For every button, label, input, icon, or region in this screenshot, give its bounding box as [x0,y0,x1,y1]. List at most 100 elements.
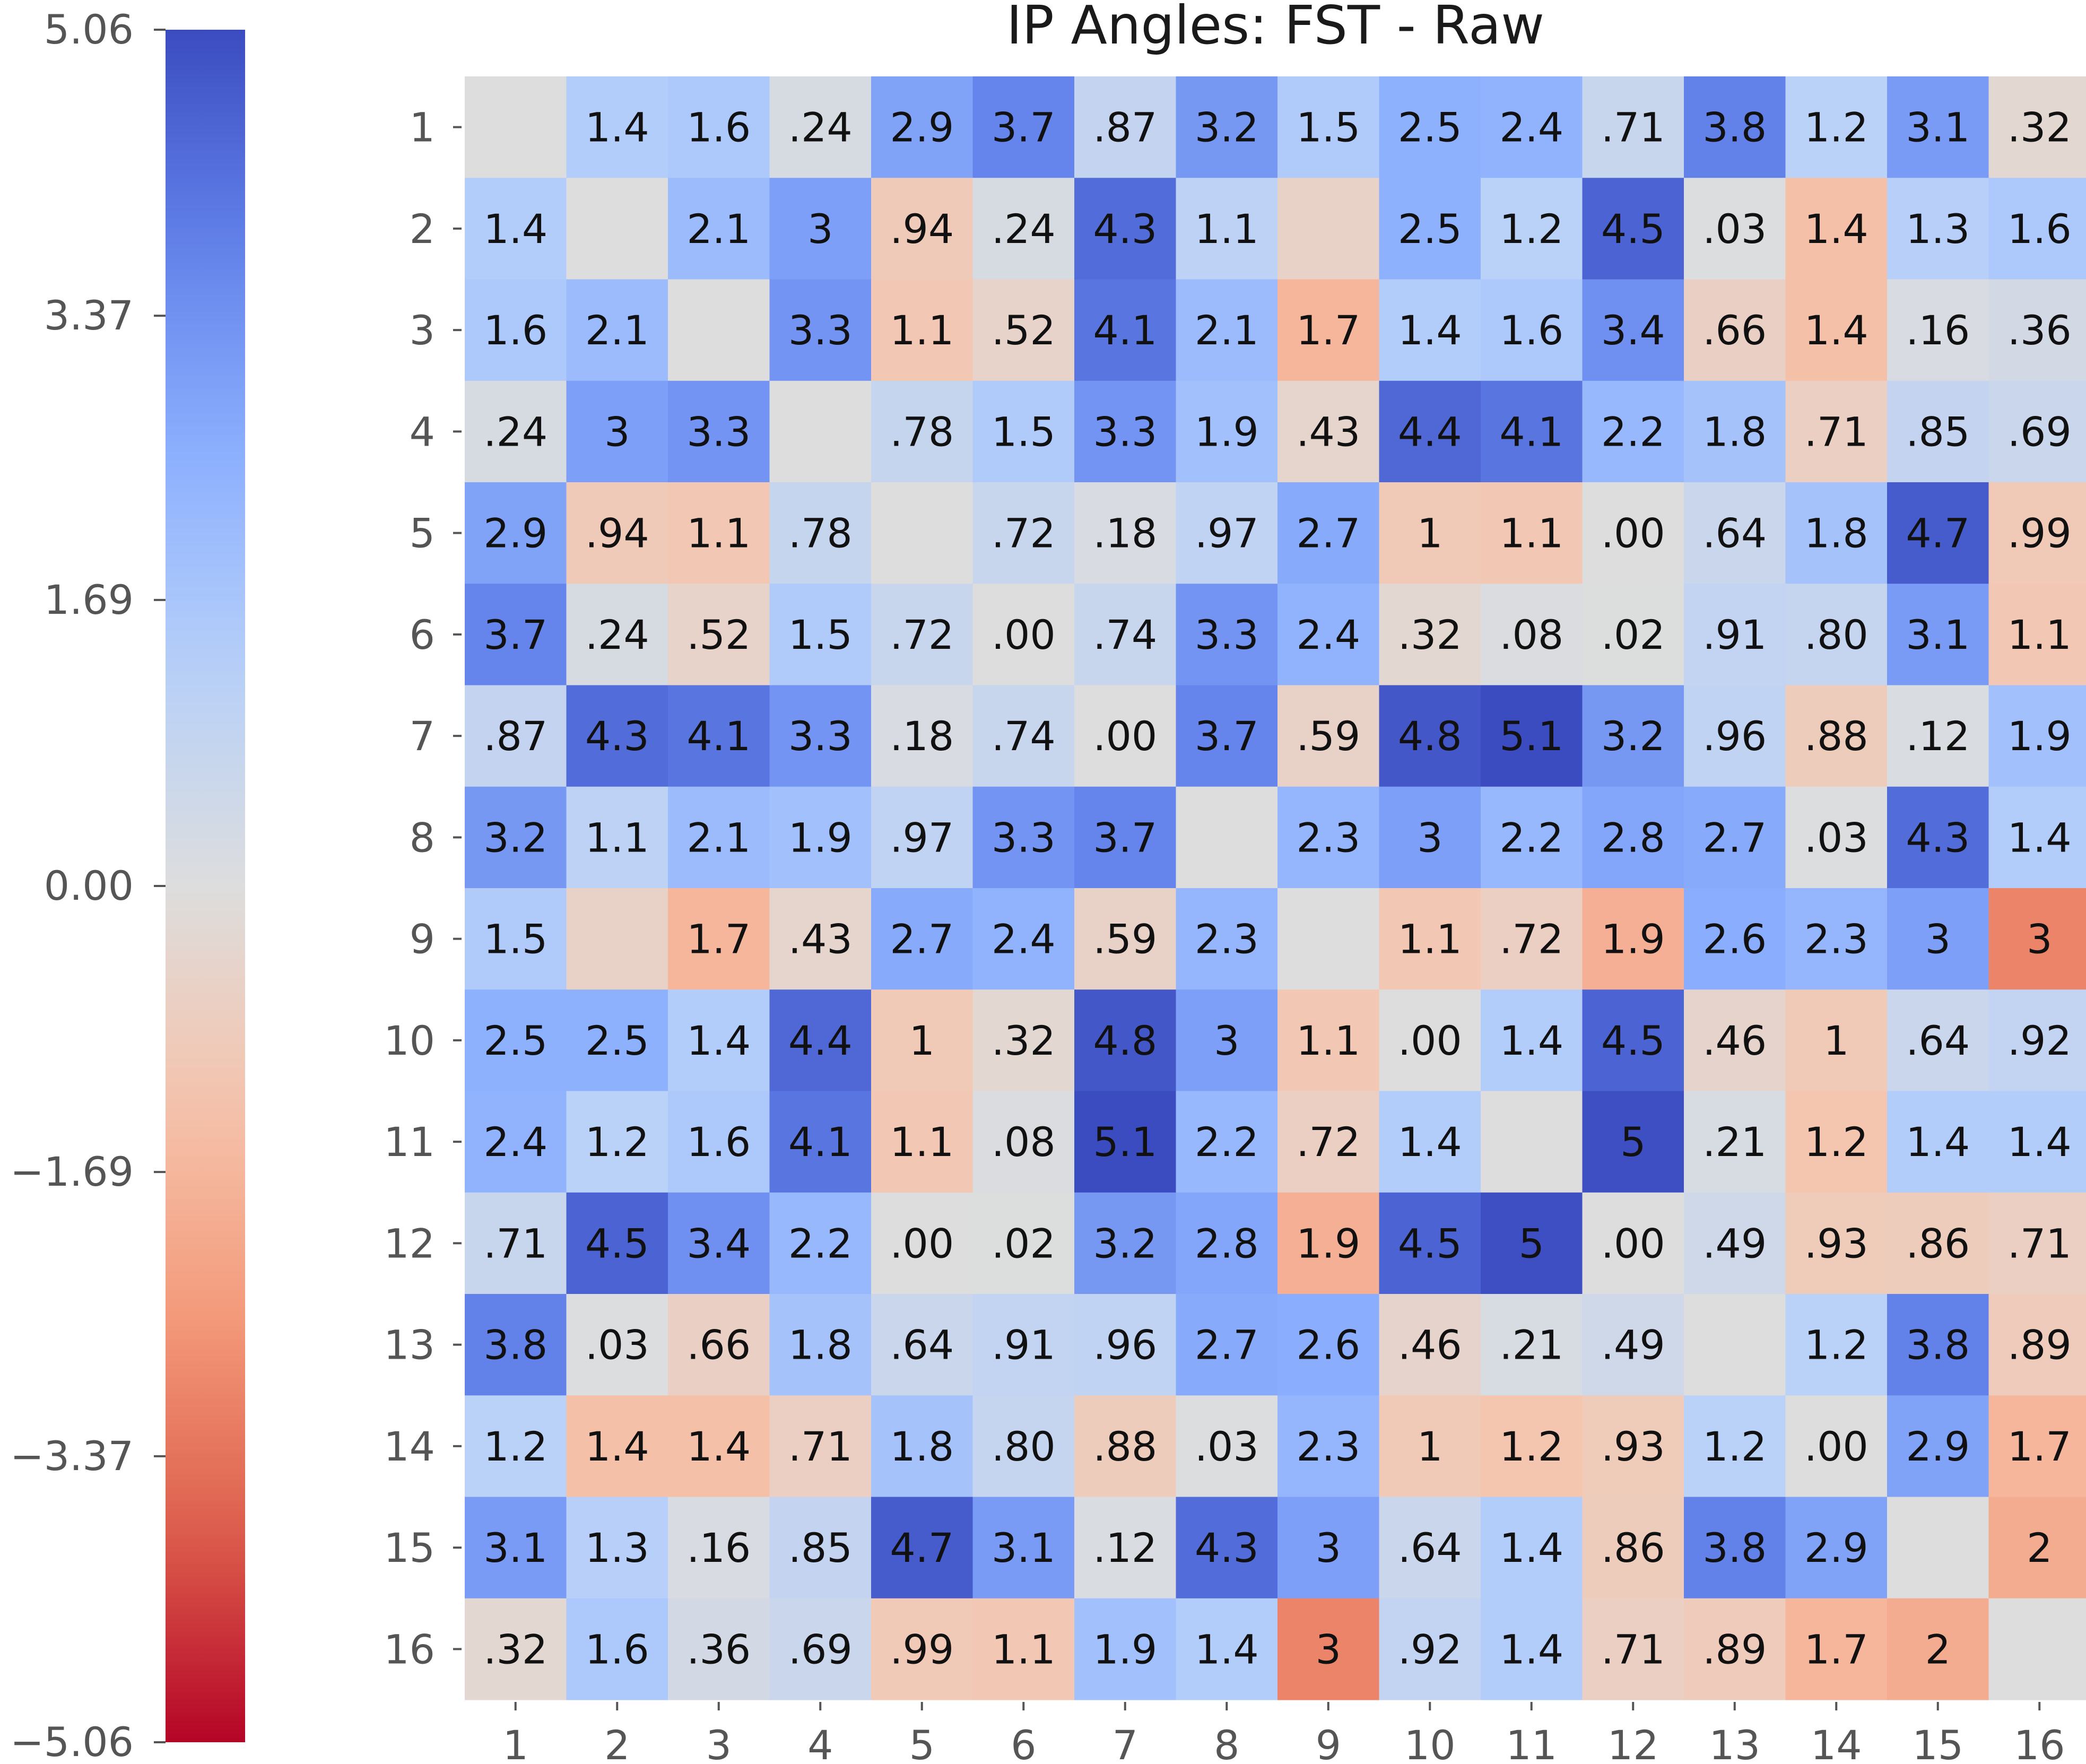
cell-value-label: 2.9 [483,510,547,557]
heatmap-cell [972,76,1075,178]
cell-value-label: 3.3 [1195,611,1259,658]
heatmap-cell [566,380,668,483]
cell-value-label: .12 [1906,712,1970,760]
heatmap-cell [1379,1598,1481,1700]
cell-value-label: .80 [1804,611,1868,658]
heatmap-cell [668,786,770,889]
heatmap-cell [1481,989,1583,1092]
cell-value-label: 2.9 [1906,1423,1970,1470]
heatmap-cell [566,584,668,686]
cell-value-label: 3.8 [1906,1322,1970,1369]
cell-value-label: 1.6 [2007,205,2072,253]
heatmap-cell [566,76,668,178]
heatmap-cell [1887,178,1989,280]
cell-value-label: 4.3 [1093,205,1157,253]
heatmap-cell [566,178,668,280]
heatmap-cell [465,1497,567,1599]
cell-value-label: 1.4 [585,1423,649,1470]
heatmap-cell [871,482,974,584]
heatmap-cell [1988,685,2086,787]
heatmap-cell [1176,989,1278,1092]
row-tick-label: 3 [410,307,435,354]
cell-value-label: 1.1 [585,814,649,861]
cell-value-label: 1.4 [1398,1118,1462,1166]
heatmap-cell [1684,989,1786,1092]
cell-value-label: .21 [1702,1118,1767,1166]
heatmap-cell [1684,1294,1786,1396]
heatmap-cell [1379,989,1481,1092]
col-labels: 1 2 3 4 5 6 7 8 9 10 11 12 13 14 15 16 [503,1702,2065,1764]
cell-value-label: 1 [1417,1423,1442,1470]
row-tick-label: 4 [410,408,435,455]
heatmap-cell [1988,279,2086,381]
heatmap-cell [972,685,1075,787]
cell-value-label: 1.1 [1296,1017,1360,1064]
col-tick-label: 5 [909,1722,935,1764]
cell-value-label: .78 [890,408,954,455]
heatmap-cell [1074,178,1177,280]
cell-value-label: .43 [788,916,853,963]
heatmap-cell [1582,989,1684,1092]
cell-value-label: 2.4 [483,1118,547,1166]
heatmap-cell [1684,786,1786,889]
colorbar-gradient [166,30,245,1742]
heatmap-cell [1684,584,1786,686]
cell-value-label: 1.9 [1195,408,1259,455]
heatmap-cell [769,178,872,280]
heatmap-cell [1684,1598,1786,1700]
cell-value-label: 1.4 [1906,1118,1970,1166]
heatmap-cell [566,1091,668,1193]
cell-value-label: .02 [992,1220,1056,1267]
heatmap-cell [1481,380,1583,483]
cell-value-label: .89 [2007,1322,2072,1369]
col-tick-label: 9 [1316,1722,1341,1764]
cell-value-label: .00 [890,1220,954,1267]
cell-value-label: .88 [1093,1423,1157,1470]
heatmap-cell [1074,1395,1177,1498]
heatmap-cell [972,1192,1075,1294]
heatmap-cell [465,888,567,990]
heatmap-cell [769,1192,872,1294]
heatmap-cell [668,989,770,1092]
cell-value-label: .03 [585,1322,649,1369]
heatmap-cell [1582,178,1684,280]
cell-value-label: 2.3 [1296,814,1360,861]
cell-value-label: .64 [1906,1017,1970,1064]
heatmap-cell [1582,786,1684,889]
cell-value-label: .92 [2007,1017,2072,1064]
cell-value-label: .08 [992,1118,1056,1166]
cell-value-label: .18 [890,712,954,760]
row-tick-label: 11 [384,1118,435,1166]
col-tick-label: 13 [1709,1722,1760,1764]
heatmap-cell [566,1497,668,1599]
cell-value-label: .18 [1093,510,1157,557]
heatmap-cell [1379,279,1481,381]
cell-value-label: .46 [1702,1017,1767,1064]
cell-value-label: 4.3 [1195,1524,1259,1571]
cell-value-label: 2.1 [686,205,751,253]
cell-value-label: 2 [1925,1626,1951,1673]
cell-value-label: .93 [1601,1423,1665,1470]
heatmap-cell [972,786,1075,889]
cell-value-label: 3.7 [1195,712,1259,760]
cell-value-label: 2.4 [1499,104,1563,151]
col-tick-label: 11 [1506,1722,1557,1764]
cell-value-label: 1 [1823,1017,1849,1064]
heatmap-cell [972,1497,1075,1599]
cell-value-label: .71 [788,1423,853,1470]
heatmap-cell [566,1395,668,1498]
heatmap-cell [566,888,668,990]
heatmap-cell [1176,76,1278,178]
heatmap-cell [1785,1497,1888,1599]
cell-value-label: .32 [2007,104,2072,151]
cell-value-label: 3 [1925,916,1951,963]
cell-value-label: 3.1 [483,1524,547,1571]
row-tick-label: 2 [410,205,435,253]
cell-value-label: 3 [1316,1626,1341,1673]
cell-value-label: .52 [686,611,751,658]
cell-value-label: 3.3 [1093,408,1157,455]
heatmap-cell [1074,482,1177,584]
heatmap-cell [871,380,974,483]
heatmap-cell [1988,584,2086,686]
